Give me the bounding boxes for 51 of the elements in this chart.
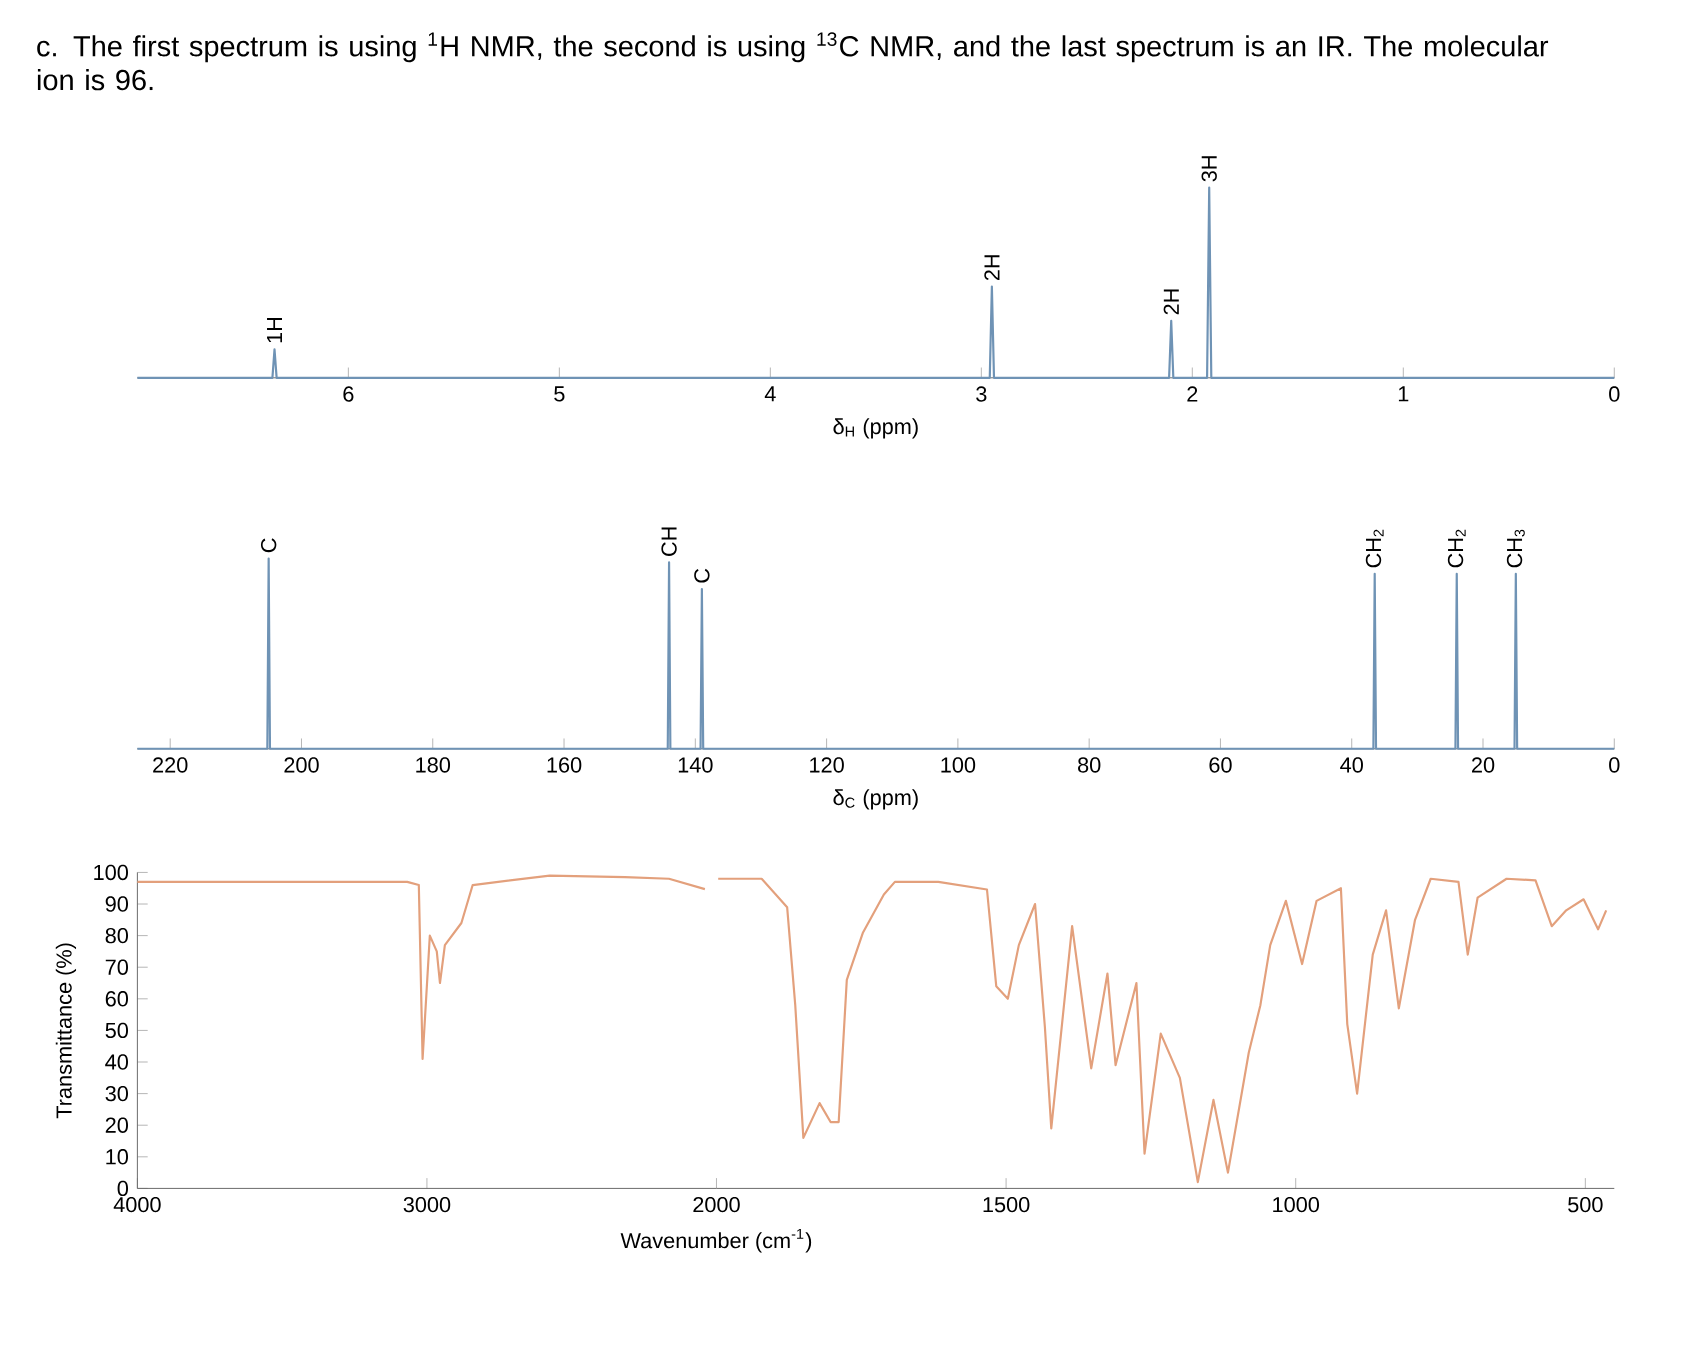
x-tick-label: 180: [416, 757, 451, 773]
annotation: C: [260, 538, 277, 553]
x-tick-label: 0: [1609, 757, 1620, 773]
x-axis-title: δ$_{H}$ (ppm): [833, 418, 918, 439]
annotation: 1H: [267, 318, 282, 343]
x-tick-label: 220: [153, 757, 188, 773]
y-tick-label: 30: [105, 1086, 129, 1102]
y-tick-label: 50: [105, 1022, 129, 1039]
x-tick-label: 4000: [113, 1197, 161, 1213]
x-axis-title: Wavenumber (cm$^{-1}$): [620, 1229, 812, 1253]
y-tick-label: 70: [105, 959, 129, 976]
x-tick-label: 60: [1209, 757, 1232, 773]
y-tick-label: 40: [105, 1054, 129, 1070]
x-tick-label: 160: [547, 757, 582, 773]
x-tick-label: 0: [1609, 386, 1620, 402]
x-tick-label: 20: [1472, 757, 1495, 773]
x-tick-label: 80: [1078, 757, 1101, 773]
x-axis-title: δ$_{C}$ (ppm): [833, 789, 918, 810]
x-tick-label: 140: [678, 757, 713, 773]
chart-title: c. The first spectrum is using $^{1}$H NMR, the second is using $^{13}$C NMR, and the last spectrum is an IR. The molecular ion is 96.: [37, 32, 1549, 91]
x-tick-label: 2000: [693, 1197, 740, 1213]
x-tick-label: 500: [1568, 1197, 1603, 1213]
y-tick-label: 80: [105, 928, 129, 944]
y-tick-label: 20: [105, 1117, 129, 1134]
annotation: CH$_{2}$: [1365, 529, 1384, 568]
x-tick-label: 5: [554, 386, 565, 402]
annotation: CH$_{3}$: [1506, 529, 1525, 568]
y-tick-label: 90: [105, 896, 129, 912]
y-tick-label: 60: [105, 991, 129, 1007]
annotation: CH: [661, 527, 677, 557]
x-tick-label: 4: [764, 386, 776, 402]
annotation: 2H: [1163, 289, 1179, 315]
x-tick-label: 120: [810, 757, 844, 773]
y-axis-title: Transmittance (%): [55, 943, 77, 1119]
x-tick-label: 1: [1398, 386, 1409, 402]
x-tick-label: 40: [1340, 757, 1363, 773]
y-tick-label: 0: [117, 1180, 129, 1197]
annotation: 3H: [1201, 156, 1217, 182]
x-tick-label: 3: [976, 386, 987, 402]
annotation: 2H: [984, 255, 1000, 281]
x-tick-label: 200: [284, 757, 319, 773]
x-tick-label: 3000: [403, 1197, 451, 1213]
annotation: C: [694, 568, 710, 583]
x-tick-label: 2: [1187, 386, 1198, 402]
annotation: CH$_{2}$: [1447, 529, 1466, 568]
x-tick-label: 1000: [1273, 1197, 1320, 1213]
x-tick-label: 1500: [983, 1197, 1030, 1213]
x-tick-label: 100: [941, 757, 976, 773]
y-tick-label: 10: [106, 1149, 129, 1165]
x-tick-label: 6: [343, 386, 354, 402]
y-tick-label: 100: [94, 864, 129, 881]
